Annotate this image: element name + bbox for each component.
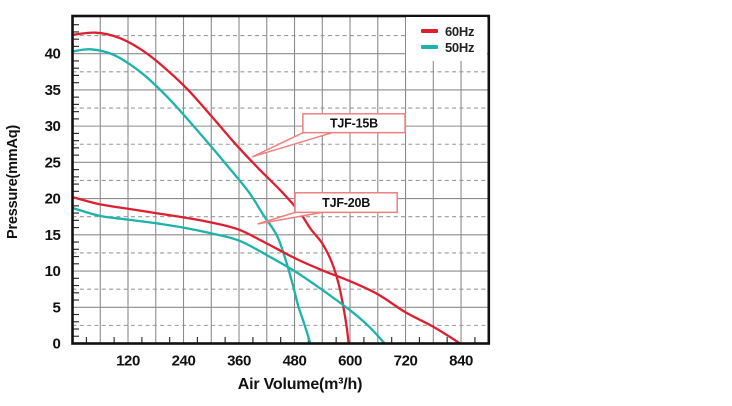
y-tick-label-40: 40 <box>45 46 61 63</box>
x-tick-label-720: 720 <box>394 353 418 370</box>
legend-label-60hz: 60Hz <box>445 23 475 39</box>
curve-tjf-15b-50hz <box>72 48 312 344</box>
y-tick-label-35: 35 <box>45 82 61 99</box>
x-tick-label-840: 840 <box>449 353 473 370</box>
callout-box-tjf-20b <box>294 192 398 214</box>
curve-tjf-15b-60hz <box>72 31 350 344</box>
legend-swatch-50hz-icon <box>421 45 438 49</box>
callout-label-tjf-15b: TJF-15B <box>330 117 378 131</box>
callout-box-tjf-15b <box>302 113 406 134</box>
y-tick-label-30: 30 <box>45 118 61 135</box>
callout-label-tjf-20b: TJF-20B <box>322 196 370 210</box>
y-tick-label-25: 25 <box>45 154 61 171</box>
legend-swatch-60hz-icon <box>421 29 438 33</box>
legend: 60Hz 50Hz <box>406 17 487 61</box>
curves <box>72 31 462 344</box>
legend-item-60hz: 60Hz <box>421 25 487 38</box>
y-tick-label-15: 15 <box>45 227 61 244</box>
tick-labels: 0 5 10 15 20 25 30 35 40 120 240 360 480 600 720 840 <box>45 46 474 370</box>
curve-tjf-20b-60hz <box>72 195 462 344</box>
y-tick-label-20: 20 <box>45 191 61 208</box>
y-axis-title: Pressure(mmAq) <box>5 124 21 240</box>
x-axis-title: Air Volume(m³/h) <box>237 376 363 393</box>
plot-border <box>71 14 491 345</box>
y-tick-label-5: 5 <box>53 299 61 316</box>
callout-tjf-15b: TJF-15B <box>252 113 406 158</box>
legend-label-50hz: 50Hz <box>445 39 475 55</box>
x-tick-label-480: 480 <box>283 353 307 370</box>
x-tick-label-240: 240 <box>172 353 196 370</box>
curve-tjf-20b-50hz <box>72 206 386 344</box>
y-tick-label-0: 0 <box>53 336 61 353</box>
y-tick-label-10: 10 <box>45 263 61 280</box>
x-tick-label-120: 120 <box>116 353 140 370</box>
callout-tjf-20b: TJF-20B <box>257 192 398 225</box>
x-tick-label-360: 360 <box>227 353 251 370</box>
legend-item-50hz: 50Hz <box>421 41 487 54</box>
x-tick-label-600: 600 <box>338 353 362 370</box>
grid <box>72 16 489 344</box>
